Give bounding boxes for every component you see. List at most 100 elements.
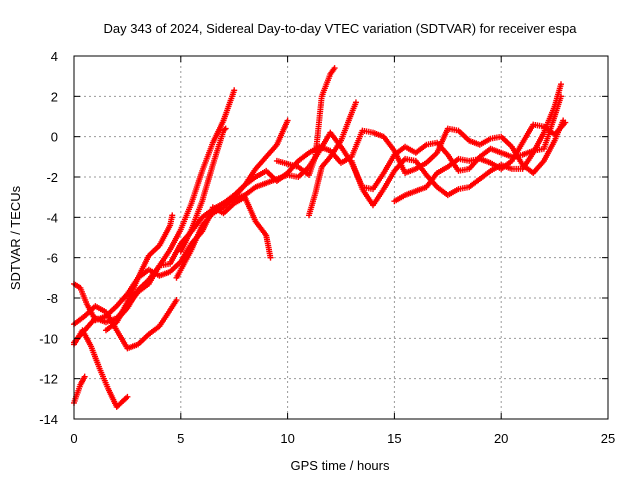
- data-point: [156, 248, 172, 269]
- data-point: [434, 164, 449, 176]
- data-point: [476, 169, 492, 182]
- series-track-1: [71, 373, 88, 406]
- data-point: [423, 151, 439, 166]
- data-point: [487, 159, 503, 171]
- data-point: [444, 157, 460, 170]
- data-point: [222, 125, 229, 132]
- data-point: [263, 143, 279, 160]
- data-point: [348, 129, 365, 160]
- data-point: [551, 83, 564, 110]
- data-point: [188, 200, 205, 233]
- data-point: [284, 117, 291, 124]
- data-point: [88, 343, 102, 370]
- data-point: [391, 157, 407, 174]
- y-tick-label: -12: [39, 372, 58, 387]
- data-point: [241, 194, 258, 223]
- data-point: [519, 151, 536, 172]
- data-point: [77, 284, 89, 305]
- data-point: [77, 375, 87, 388]
- data-point: [540, 139, 557, 164]
- grid: [74, 56, 608, 419]
- data-point: [338, 154, 353, 166]
- data-point: [113, 399, 125, 410]
- data-point: [252, 169, 268, 180]
- data-point: [252, 155, 268, 172]
- data-point: [124, 393, 131, 400]
- data-point: [444, 187, 460, 199]
- data-point: [331, 65, 338, 72]
- data-point: [156, 224, 173, 249]
- series-track-5: [71, 327, 131, 410]
- data-point: [199, 211, 215, 229]
- series-layer: [71, 65, 569, 410]
- data-point: [105, 385, 119, 409]
- data-point: [199, 163, 216, 205]
- data-point: [209, 129, 226, 168]
- data-point: [220, 195, 236, 211]
- y-tick-label: -2: [46, 170, 58, 185]
- data-point: [167, 228, 183, 253]
- y-tick-label: 0: [51, 130, 58, 145]
- data-point: [273, 157, 300, 170]
- data-point: [402, 143, 417, 155]
- data-point: [135, 332, 151, 348]
- series-track-13: [348, 81, 565, 209]
- data-point: [434, 127, 450, 156]
- data-point: [267, 254, 274, 261]
- data-point: [199, 141, 216, 174]
- data-point: [380, 169, 397, 193]
- data-point: [352, 99, 359, 106]
- data-point: [476, 136, 492, 148]
- data-point: [252, 218, 269, 237]
- data-point: [318, 155, 333, 170]
- data-point: [295, 151, 311, 164]
- series-track-14: [391, 119, 569, 205]
- data-point: [177, 228, 194, 255]
- data-point: [466, 177, 482, 191]
- data-point: [551, 95, 564, 120]
- data-point: [167, 298, 179, 314]
- data-point: [79, 327, 94, 348]
- data-point: [113, 306, 130, 324]
- data-point: [370, 187, 386, 209]
- data-point: [231, 183, 247, 201]
- data-point: [412, 157, 429, 177]
- data-point: [124, 276, 141, 305]
- data-point: [318, 73, 333, 100]
- y-tick-label: -6: [46, 251, 58, 266]
- data-point: [199, 207, 215, 221]
- series-track-8: [177, 125, 229, 255]
- data-point: [169, 212, 176, 219]
- data-point: [558, 81, 565, 88]
- x-axis-label: GPS time / hours: [291, 458, 390, 473]
- data-point: [530, 159, 546, 176]
- y-tick-label: -8: [46, 291, 58, 306]
- data-point: [81, 304, 97, 320]
- data-point: [241, 167, 258, 189]
- data-point: [306, 192, 318, 219]
- data-point: [338, 117, 352, 144]
- data-point: [188, 224, 205, 253]
- data-point: [167, 242, 183, 267]
- data-point: [327, 66, 337, 78]
- data-point: [295, 163, 311, 177]
- data-point: [92, 303, 108, 315]
- x-tick-label: 5: [177, 431, 184, 446]
- data-point: [312, 165, 325, 197]
- data-point: [312, 95, 325, 160]
- data-point: [177, 202, 194, 233]
- data-point: [120, 395, 129, 404]
- data-point: [145, 324, 161, 338]
- y-tick-label: 2: [51, 89, 58, 104]
- y-tick-label: 4: [51, 49, 58, 64]
- x-tick-label: 25: [601, 431, 615, 446]
- data-point: [220, 89, 237, 124]
- data-point: [273, 119, 290, 148]
- data-point: [188, 170, 205, 207]
- data-point: [135, 278, 151, 293]
- data-point: [380, 133, 397, 153]
- data-point: [96, 365, 111, 390]
- data-point: [346, 101, 359, 122]
- data-point: [348, 157, 365, 191]
